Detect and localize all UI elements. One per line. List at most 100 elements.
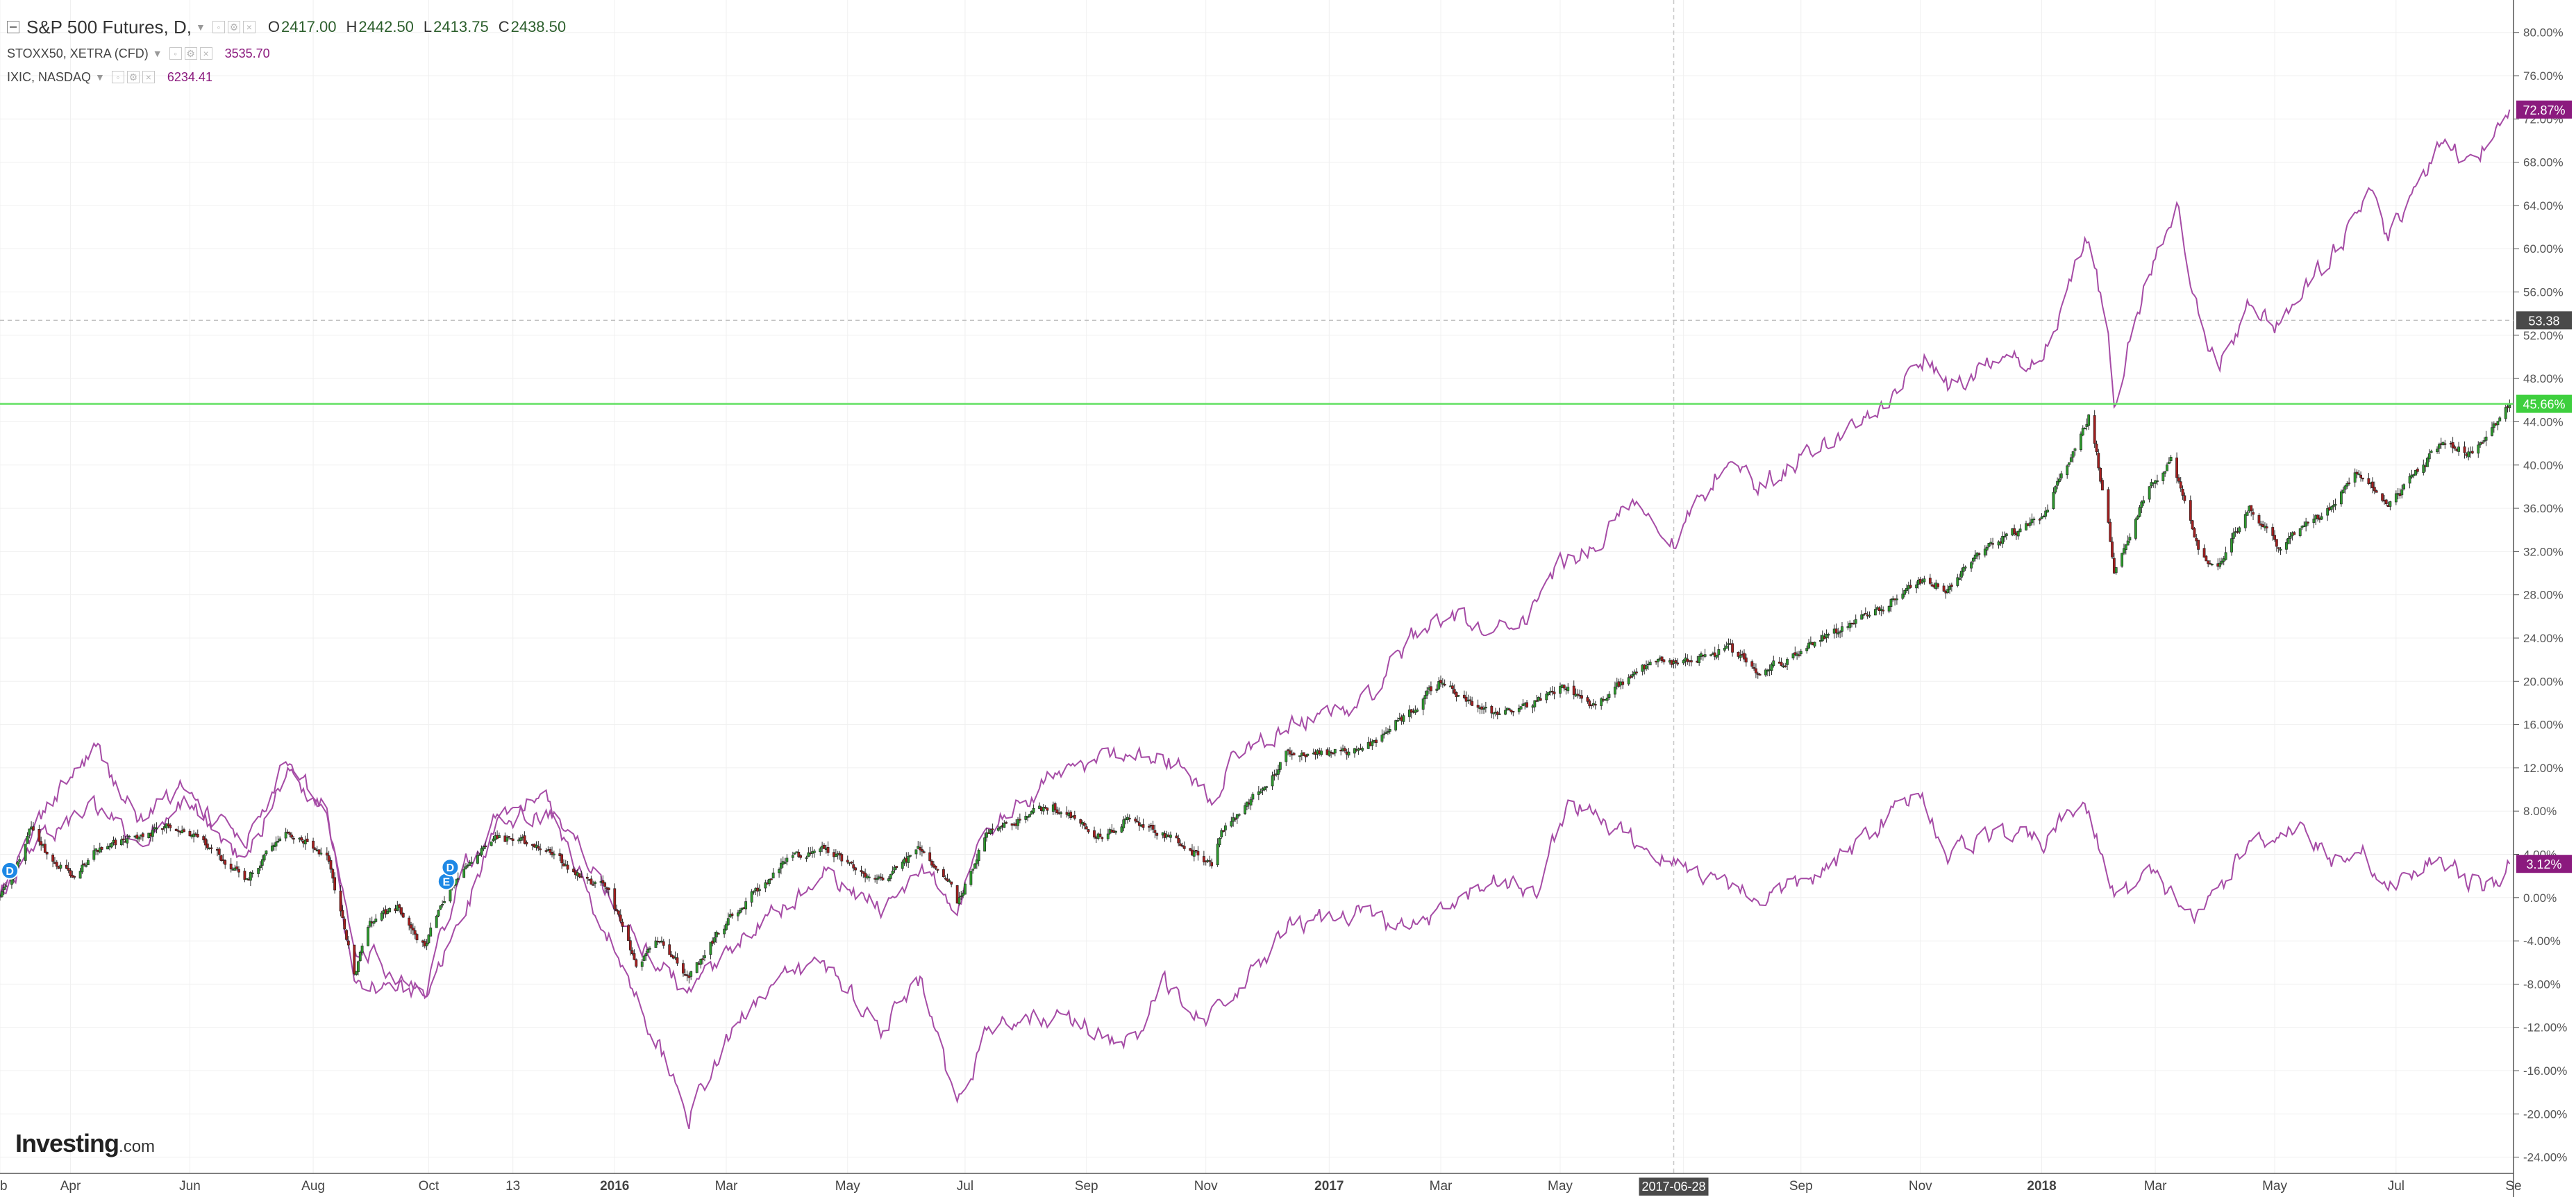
candle-body[interactable] [1469,699,1472,701]
candle-body[interactable] [2479,442,2482,446]
candle-body[interactable] [233,867,237,871]
candle-body[interactable] [635,959,638,967]
candle-body[interactable] [676,957,679,964]
candle-body[interactable] [1120,826,1123,833]
candle-body[interactable] [1453,689,1456,694]
candle-body[interactable] [169,824,172,828]
candle-body[interactable] [1210,862,1214,867]
candle-body[interactable] [2220,560,2223,564]
candle-body[interactable] [243,871,246,880]
candle-body[interactable] [1621,681,1625,685]
candle-body[interactable] [2038,519,2041,521]
candle-body[interactable] [628,940,632,951]
candle-body[interactable] [476,855,479,864]
candle-body[interactable] [594,882,596,885]
candle-body[interactable] [797,852,801,857]
candle-body[interactable] [28,828,31,836]
candle-body[interactable] [1525,702,1528,708]
candle-body[interactable] [1737,651,1740,657]
candle-body[interactable] [1860,614,1864,620]
candle-body[interactable] [2073,448,2077,451]
candle-body[interactable] [122,838,125,841]
candle-body[interactable] [998,826,1002,829]
candle-body[interactable] [2470,451,2474,453]
candle-body[interactable] [98,847,101,853]
candle-body[interactable] [1629,676,1632,678]
candle-body[interactable] [1960,571,1963,578]
candle-body[interactable] [339,890,342,912]
candle-body[interactable] [1464,696,1468,702]
candle-body[interactable] [2265,526,2268,528]
candle-body[interactable] [936,869,939,871]
candle-body[interactable] [482,846,485,850]
candle-body[interactable] [791,855,794,858]
candle-body[interactable] [1237,814,1241,816]
candle-body[interactable] [685,974,689,976]
candle-body[interactable] [2121,553,2124,567]
candle-body[interactable] [2155,480,2159,483]
close-icon[interactable]: × [142,71,155,83]
candle-body[interactable] [85,865,87,867]
candle-body[interactable] [2230,538,2233,553]
candle-body[interactable] [909,855,912,857]
candle-body[interactable] [478,854,481,856]
candle-body[interactable] [2126,540,2130,546]
candle-body[interactable] [456,878,460,880]
candle-body[interactable] [2232,533,2235,539]
candle-body[interactable] [969,871,973,885]
candle-body[interactable] [901,862,904,869]
candle-body[interactable] [1950,585,1953,587]
candle-body[interactable] [441,904,444,906]
candle-body[interactable] [2197,539,2200,550]
candle-body[interactable] [1182,846,1186,849]
candle-body[interactable] [1903,590,1907,595]
candle-body[interactable] [1793,652,1797,655]
candle-body[interactable] [713,937,716,943]
candle-body[interactable] [346,940,350,946]
candle-body[interactable] [2191,520,2194,530]
candle-body[interactable] [615,909,618,912]
candle-body[interactable] [2261,524,2265,528]
candle-body[interactable] [2207,560,2210,564]
eye-icon[interactable]: ◦ [212,21,225,33]
candle-body[interactable] [1298,755,1301,757]
candle-body[interactable] [1547,692,1550,695]
candle-body[interactable] [1032,807,1035,813]
candle-body[interactable] [1997,541,2000,546]
candle-body[interactable] [439,905,442,910]
candle-body[interactable] [1946,589,1950,593]
candle-body[interactable] [1189,848,1192,851]
candle-body[interactable] [768,879,771,885]
candle-body[interactable] [2416,469,2419,472]
candle-body[interactable] [1263,787,1266,790]
candle-body[interactable] [427,935,430,944]
candle-body[interactable] [257,868,260,874]
candle-body[interactable] [840,854,844,862]
candle-body[interactable] [2400,489,2404,496]
candle-body[interactable] [2030,519,2034,524]
candle-body[interactable] [1512,710,1515,713]
compare-symbol-label[interactable]: IXIC, NASDAQ [7,69,92,84]
candle-body[interactable] [1631,674,1634,677]
candle-body[interactable] [1819,640,1822,642]
candle-body[interactable] [73,876,76,878]
candle-body[interactable] [920,848,923,852]
candle-body[interactable] [2181,488,2184,496]
candle-body[interactable] [1194,849,1198,852]
candle-body[interactable] [964,883,967,895]
candle-body[interactable] [2058,478,2061,483]
candle-body[interactable] [1645,665,1648,669]
candle-body[interactable] [1588,700,1591,707]
settings-icon[interactable]: ⚙ [126,71,140,83]
candle-body[interactable] [2142,500,2146,503]
candle-body[interactable] [217,848,221,855]
candle-body[interactable] [1106,833,1110,839]
candle-body[interactable] [1566,687,1570,692]
candle-body[interactable] [508,836,510,838]
candle-body[interactable] [1223,825,1227,830]
candle-body[interactable] [1343,748,1346,752]
candle-body[interactable] [537,846,540,849]
candle-body[interactable] [437,910,440,916]
main-series-header[interactable]: S&P 500 Futures, D, ▼ ◦ ⚙ × O2417.00 H2442… [7,12,566,42]
candle-body[interactable] [360,946,364,953]
